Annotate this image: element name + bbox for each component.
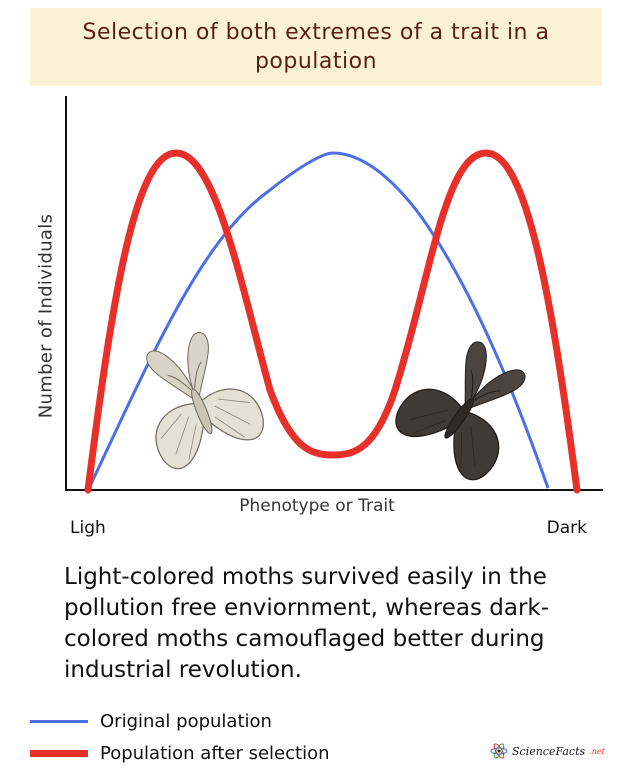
legend-swatch-original <box>30 719 88 723</box>
original-population-curve <box>87 151 550 489</box>
dark-moth-icon <box>395 341 526 481</box>
legend-swatch-after <box>30 749 88 757</box>
legend-item-after: Population after selection <box>30 737 330 769</box>
caption-text: Light-colored moths survived easily in t… <box>64 564 550 683</box>
legend-label-after: Population after selection <box>100 742 330 764</box>
plot-area <box>65 96 603 494</box>
title-box: Selection of both extremes of a trait in… <box>30 8 602 86</box>
legend-label-original: Original population <box>100 710 272 732</box>
x-axis-label: Phenotype or Trait <box>239 496 395 516</box>
x-axis-left-label: Ligh <box>70 518 106 538</box>
legend-item-original: Original population <box>30 705 330 737</box>
brand-tld: .net <box>589 746 605 756</box>
light-moth-icon <box>146 332 264 470</box>
figure-title: Selection of both extremes of a trait in… <box>82 20 550 74</box>
brand-name: ScienceFacts <box>512 744 586 758</box>
brand-logo: ScienceFacts .net <box>490 742 605 760</box>
x-axis-right-label: Dark <box>546 518 587 538</box>
legend: Original population Population after sel… <box>30 705 330 769</box>
after-selection-curve <box>84 149 581 494</box>
atom-logo-icon <box>490 743 508 759</box>
